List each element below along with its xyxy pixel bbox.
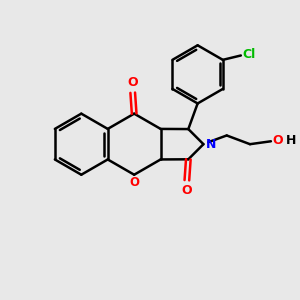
Text: Cl: Cl <box>242 48 256 62</box>
Text: O: O <box>129 176 139 189</box>
Text: N: N <box>206 138 216 151</box>
Text: O: O <box>182 184 192 197</box>
Text: H: H <box>286 134 296 147</box>
Text: O: O <box>128 76 138 89</box>
Text: O: O <box>272 134 283 147</box>
